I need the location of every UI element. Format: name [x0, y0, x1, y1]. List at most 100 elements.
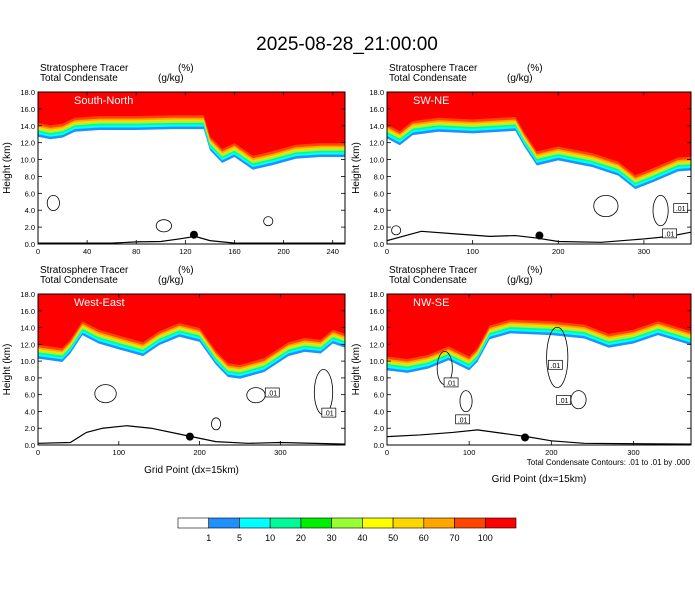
y-tick-label: 4.0	[374, 407, 384, 416]
tracer-band-7	[38, 92, 345, 156]
field-unit-1: (%)	[178, 63, 194, 74]
colorbar-swatch-5	[331, 517, 363, 529]
x-tick-label: 80	[132, 247, 140, 256]
colorbar-tick-label: 100	[478, 533, 493, 543]
y-axis-label: Height (km)	[351, 142, 362, 194]
field-label-1: Stratosphere Tracer	[40, 265, 129, 276]
colorbar-tick-label: 10	[265, 533, 275, 543]
location-marker	[189, 230, 198, 239]
colorbar-swatch-10	[484, 517, 517, 529]
x-tick-label: 100	[466, 247, 479, 256]
field-unit-2: (g/kg)	[158, 275, 184, 286]
condensate-contour-2	[546, 326, 569, 389]
colorbar-tick-label: 70	[450, 533, 460, 543]
field-label-1: Stratosphere Tracer	[389, 63, 478, 74]
x-tick-label: 240	[326, 247, 339, 256]
x-tick-label: 100	[463, 448, 476, 457]
y-tick-label: 10.0	[20, 357, 35, 366]
y-tick-label: 2.0	[374, 424, 384, 433]
location-marker	[185, 432, 194, 441]
x-tick-label: 300	[627, 448, 640, 457]
terrain-line	[387, 429, 691, 445]
x-tick-label: 200	[277, 247, 290, 256]
y-tick-label: 8.0	[25, 374, 35, 383]
y-tick-label: 14.0	[20, 122, 35, 131]
x-tick-label: 0	[385, 448, 389, 457]
colorbar-tick-label: 60	[419, 533, 429, 543]
plot-area: .01 .01	[38, 294, 345, 445]
condensate-contour-3	[211, 417, 222, 431]
colorbar-tick-label: 50	[388, 533, 398, 543]
colorbar-tick-label: 5	[237, 533, 242, 543]
condensate-contour-3	[570, 390, 587, 410]
y-axis-label: Height (km)	[2, 142, 13, 194]
x-tick-label: 0	[36, 247, 40, 256]
plot-area	[38, 92, 345, 244]
page-title: 2025-08-28_21:00:00	[256, 34, 438, 55]
y-tick-label: 18.0	[20, 290, 35, 299]
panel-nw-se: Stratosphere Tracer (%) Total Condensate (g…	[351, 265, 692, 485]
contour-label-box	[264, 387, 280, 398]
y-tick-label: 0.0	[374, 441, 384, 450]
y-tick-label: 12.0	[369, 340, 384, 349]
location-marker	[535, 231, 544, 240]
field-label-1: Stratosphere Tracer	[40, 63, 129, 74]
location-marker	[521, 433, 530, 442]
y-axis-label: Height (km)	[2, 344, 13, 396]
y-tick-label: 0.0	[25, 240, 35, 249]
colorbar-swatch-9	[454, 517, 486, 529]
y-tick-label: 16.0	[20, 105, 35, 114]
y-tick-label: 16.0	[369, 105, 384, 114]
condensate-contour-1	[459, 390, 473, 413]
x-axis-label: Grid Point (dx=15km)	[492, 474, 587, 485]
condensate-contour-1	[246, 387, 266, 404]
colorbar-swatch-0	[177, 517, 210, 529]
contour-label: .01	[551, 363, 561, 370]
panel-west-east: Stratosphere Tracer (%) Total Condensate (g…	[2, 265, 346, 476]
y-tick-label: 8.0	[374, 374, 384, 383]
field-unit-1: (%)	[527, 63, 543, 74]
plot-area: .01 .01 .01 .01	[387, 294, 691, 445]
condensate-contour-1	[155, 219, 172, 233]
contour-label: .01	[559, 398, 569, 405]
tracer-band-7	[387, 294, 691, 360]
condensate-contour-1	[593, 194, 619, 218]
x-tick-label: 40	[83, 247, 91, 256]
y-tick-label: 6.0	[25, 391, 35, 400]
colorbar-swatch-7	[392, 517, 425, 529]
contour-label: .01	[267, 390, 277, 397]
x-tick-label: 200	[545, 448, 558, 457]
colorbar-swatch-2	[239, 517, 271, 529]
panel-south-north: Stratosphere Tracer (%) Total Condensate (g…	[2, 63, 346, 256]
y-tick-label: 14.0	[20, 324, 35, 333]
colorbar-tick-label: 40	[357, 533, 367, 543]
contour-label-box	[662, 228, 677, 239]
y-tick-label: 10.0	[369, 156, 384, 165]
y-tick-label: 12.0	[20, 139, 35, 148]
x-tick-label: 100	[113, 448, 126, 457]
colorbar: 1 5 10 20 30 40 50 60 70 100	[177, 517, 517, 543]
x-tick-label: 0	[36, 448, 40, 457]
panel-title: West-East	[74, 297, 125, 309]
y-tick-label: 4.0	[25, 206, 35, 215]
y-tick-label: 8.0	[25, 172, 35, 181]
contour-label-box	[673, 203, 689, 213]
contour-label: .01	[446, 380, 456, 387]
panel-title: South-North	[74, 95, 133, 107]
condensate-contour-0	[94, 384, 117, 404]
condensate-contour-0	[46, 194, 60, 211]
y-tick-label: 16.0	[20, 307, 35, 316]
y-tick-label: 14.0	[369, 324, 384, 333]
plot-frame	[386, 293, 692, 446]
y-tick-label: 4.0	[25, 407, 35, 416]
contour-label: .01	[676, 206, 686, 213]
y-tick-label: 6.0	[374, 391, 384, 400]
field-unit-1: (%)	[527, 265, 543, 276]
field-label-2: Total Condensate	[40, 73, 118, 84]
y-tick-label: 0.0	[374, 240, 384, 249]
x-tick-label: 200	[552, 247, 565, 256]
contour-label: .01	[665, 231, 675, 238]
x-tick-label: 120	[179, 247, 192, 256]
y-tick-label: 2.0	[25, 424, 35, 433]
